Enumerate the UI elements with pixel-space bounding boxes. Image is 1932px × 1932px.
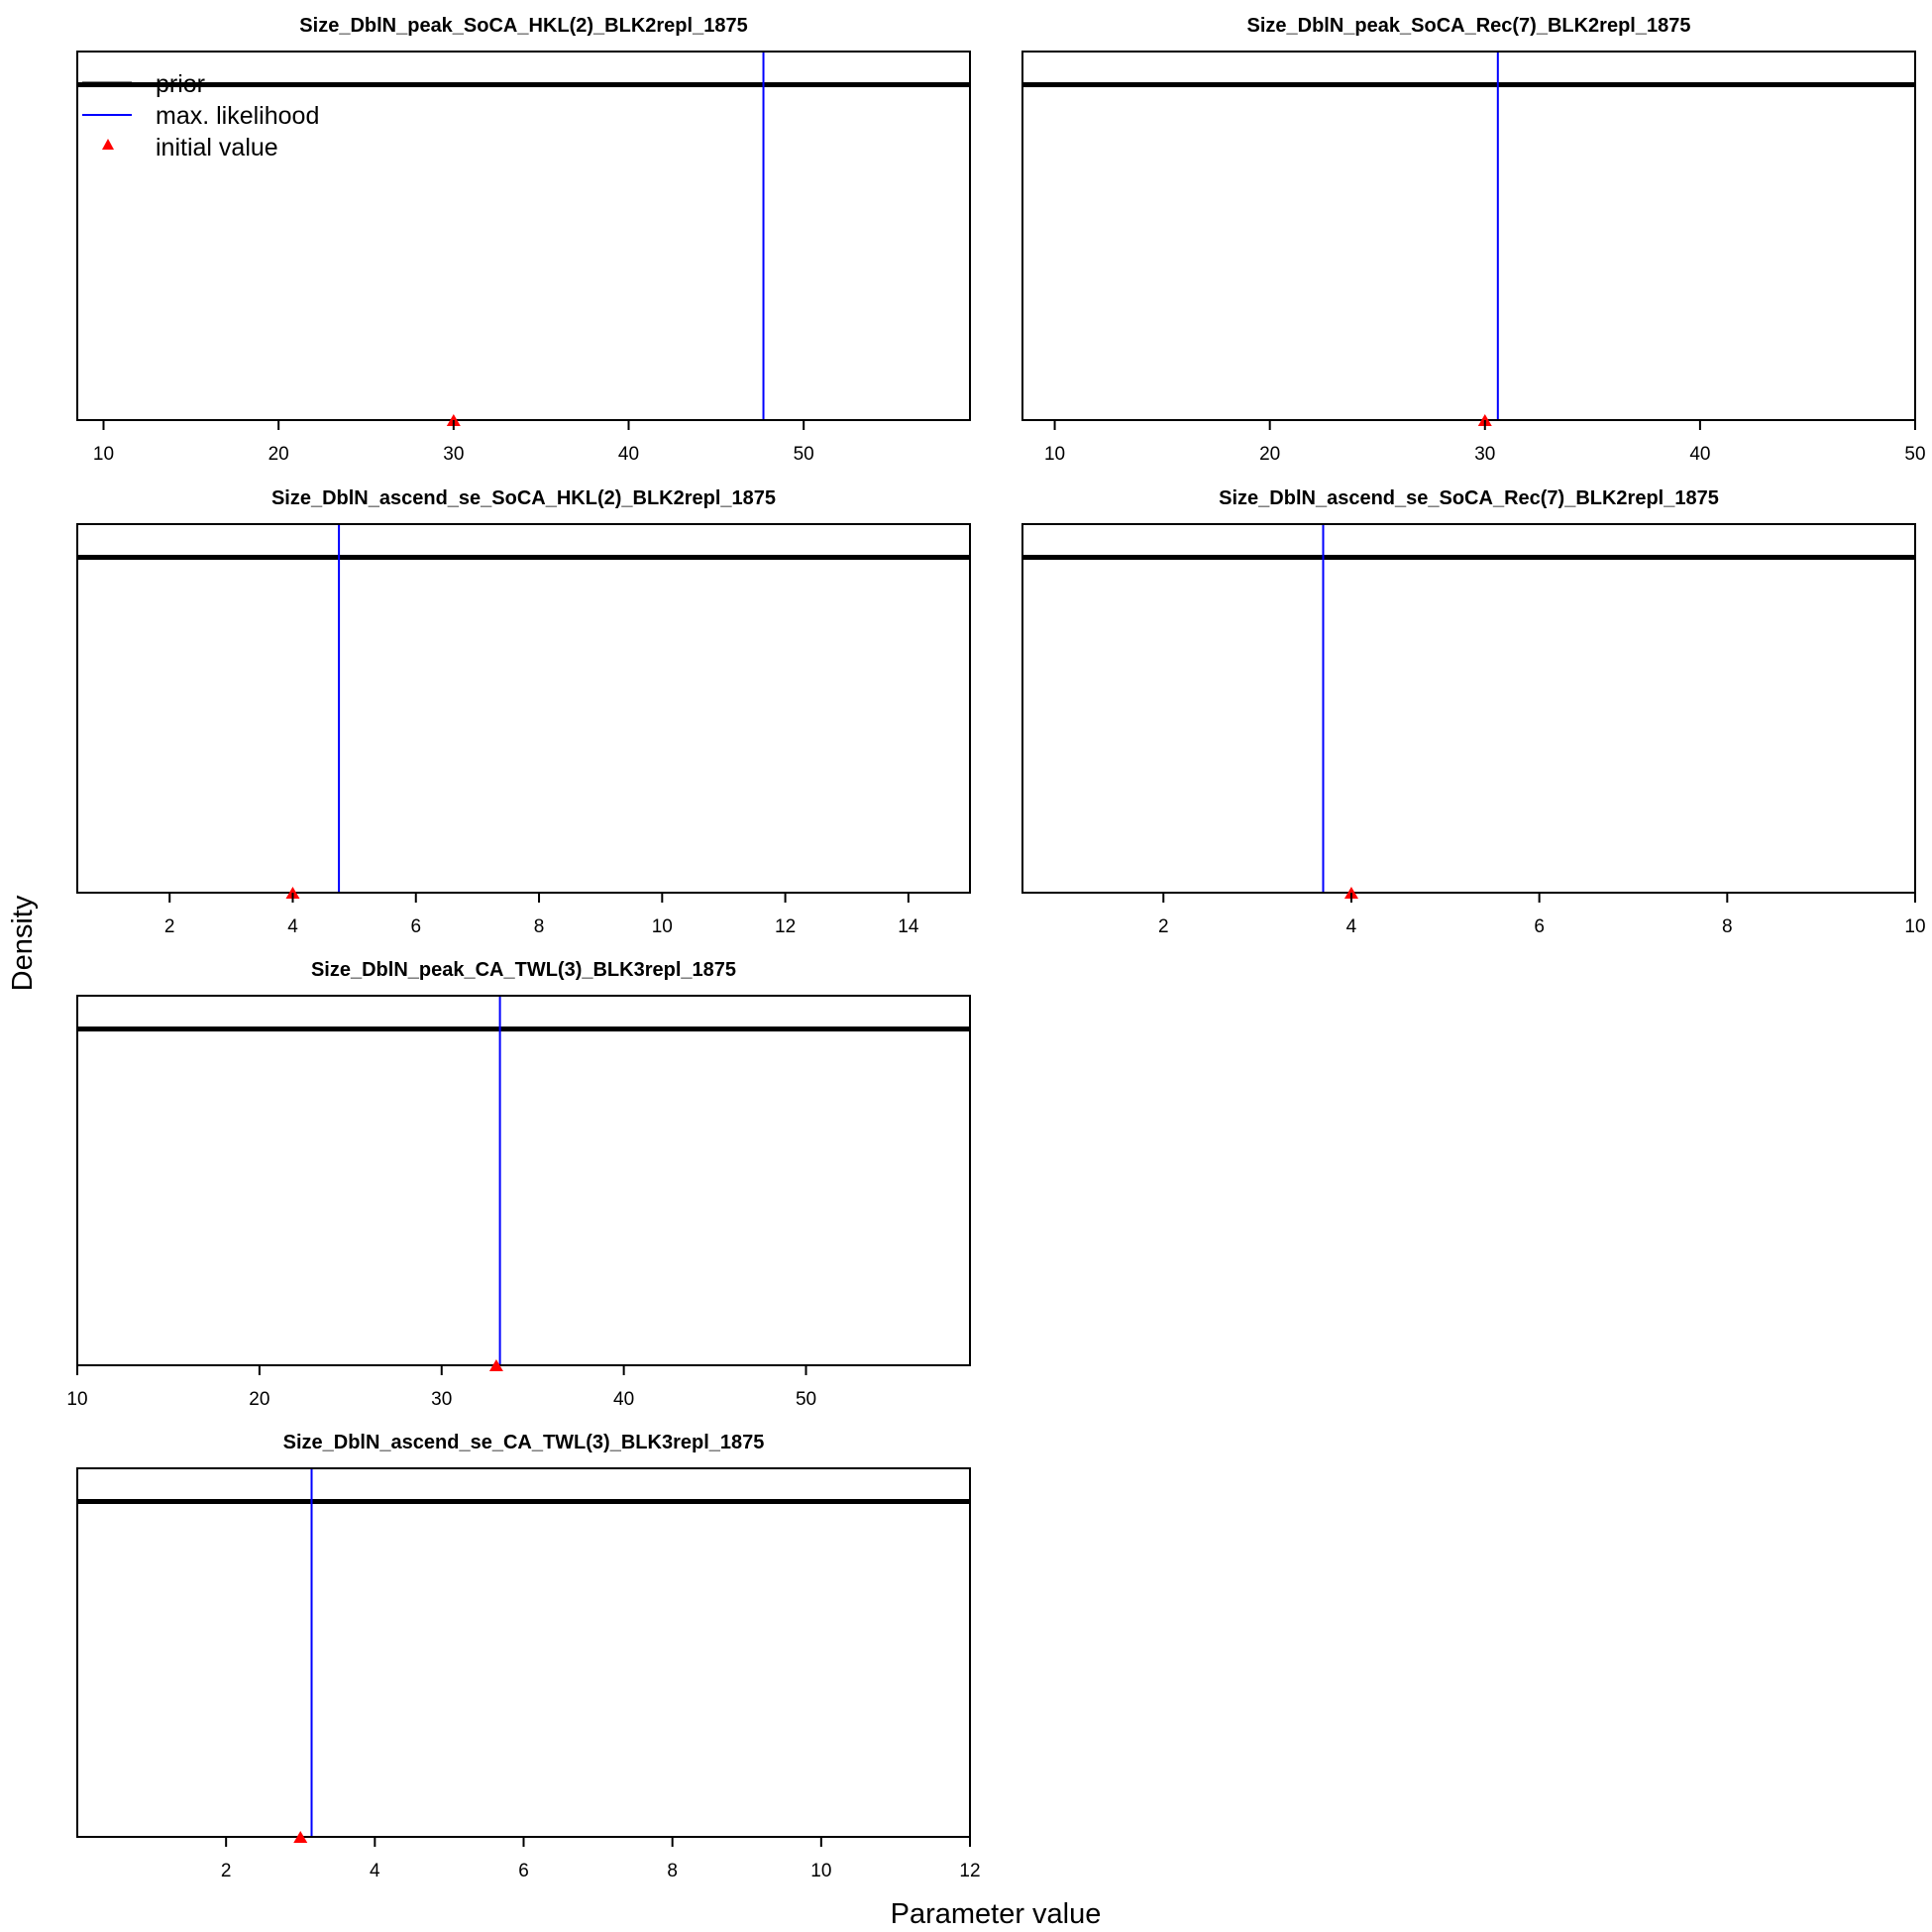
x-tick-label: 6	[518, 1861, 529, 1881]
initial-value-marker	[293, 1831, 308, 1843]
x-tick-label: 20	[1259, 444, 1280, 465]
x-tick-label: 50	[794, 444, 814, 465]
x-tick-label: 2	[164, 916, 175, 937]
panel-frame	[1021, 523, 1916, 894]
y-axis-title: Density	[7, 895, 39, 991]
panel-title: Size_DblN_ascend_se_SoCA_Rec(7)_BLK2repl…	[1219, 487, 1719, 509]
x-tick-label: 4	[287, 916, 298, 937]
panel-frame	[76, 995, 971, 1366]
x-tick-label: 4	[1346, 916, 1357, 937]
x-axis-title: Parameter value	[891, 1898, 1102, 1930]
x-tick-label: 8	[534, 916, 545, 937]
x-tick-label: 10	[810, 1861, 831, 1881]
legend-prior-label: prior	[156, 70, 205, 98]
legend: prior max. likelihood initial value	[82, 70, 319, 161]
x-tick-label: 12	[959, 1861, 980, 1881]
x-tick-label: 10	[66, 1389, 87, 1410]
x-tick-label: 10	[1044, 444, 1065, 465]
panel-title: Size_DblN_peak_SoCA_Rec(7)_BLK2repl_1875	[1247, 15, 1691, 37]
panel-frame	[76, 51, 971, 421]
x-tick-label: 10	[93, 444, 114, 465]
x-tick-label: 14	[898, 916, 919, 937]
x-tick-label: 6	[1534, 916, 1545, 937]
x-tick-label: 40	[613, 1389, 634, 1410]
initial-value-marker	[488, 1359, 503, 1371]
x-tick-label: 2	[1158, 916, 1169, 937]
x-tick-label: 50	[1904, 444, 1925, 465]
x-tick-label: 2	[221, 1861, 232, 1881]
x-tick-label: 30	[431, 1389, 452, 1410]
legend-initial-label: initial value	[156, 134, 278, 161]
panel-title: Size_DblN_peak_SoCA_HKL(2)_BLK2repl_1875	[299, 15, 747, 37]
x-tick-label: 12	[775, 916, 796, 937]
panel-title: Size_DblN_ascend_se_SoCA_HKL(2)_BLK2repl…	[271, 487, 776, 509]
panel-2: Size_DblN_peak_SoCA_Rec(7)_BLK2repl_1875…	[1021, 15, 1926, 465]
x-tick-label: 4	[370, 1861, 380, 1881]
panel-frame	[1021, 51, 1916, 421]
panel-title: Size_DblN_peak_CA_TWL(3)_BLK3repl_1875	[311, 959, 736, 981]
panel-6: Size_DblN_ascend_se_CA_TWL(3)_BLK3repl_1…	[76, 1432, 981, 1881]
panel-5: Size_DblN_peak_CA_TWL(3)_BLK3repl_1875 10…	[66, 959, 971, 1410]
x-tick-label: 30	[443, 444, 464, 465]
panel-1: Size_DblN_peak_SoCA_HKL(2)_BLK2repl_1875…	[76, 15, 971, 465]
legend-mle-label: max. likelihood	[156, 102, 319, 130]
x-tick-label: 50	[796, 1389, 816, 1410]
x-tick-label: 20	[268, 444, 289, 465]
panel-3: Size_DblN_ascend_se_SoCA_HKL(2)_BLK2repl…	[76, 487, 971, 937]
panels: Size_DblN_peak_SoCA_HKL(2)_BLK2repl_1875…	[66, 15, 1925, 1881]
x-tick-label: 8	[667, 1861, 678, 1881]
legend-initial-swatch	[102, 139, 114, 150]
x-tick-label: 6	[410, 916, 421, 937]
x-tick-label: 30	[1474, 444, 1495, 465]
x-tick-label: 8	[1722, 916, 1733, 937]
x-tick-label: 40	[618, 444, 639, 465]
panel-title: Size_DblN_ascend_se_CA_TWL(3)_BLK3repl_1…	[283, 1432, 765, 1453]
x-tick-label: 10	[652, 916, 673, 937]
x-tick-label: 20	[249, 1389, 269, 1410]
x-tick-label: 10	[1904, 916, 1925, 937]
x-tick-label: 40	[1689, 444, 1710, 465]
panel-frame	[76, 1467, 971, 1838]
panel-frame	[76, 523, 971, 894]
panel-4: Size_DblN_ascend_se_SoCA_Rec(7)_BLK2repl…	[1021, 487, 1926, 937]
